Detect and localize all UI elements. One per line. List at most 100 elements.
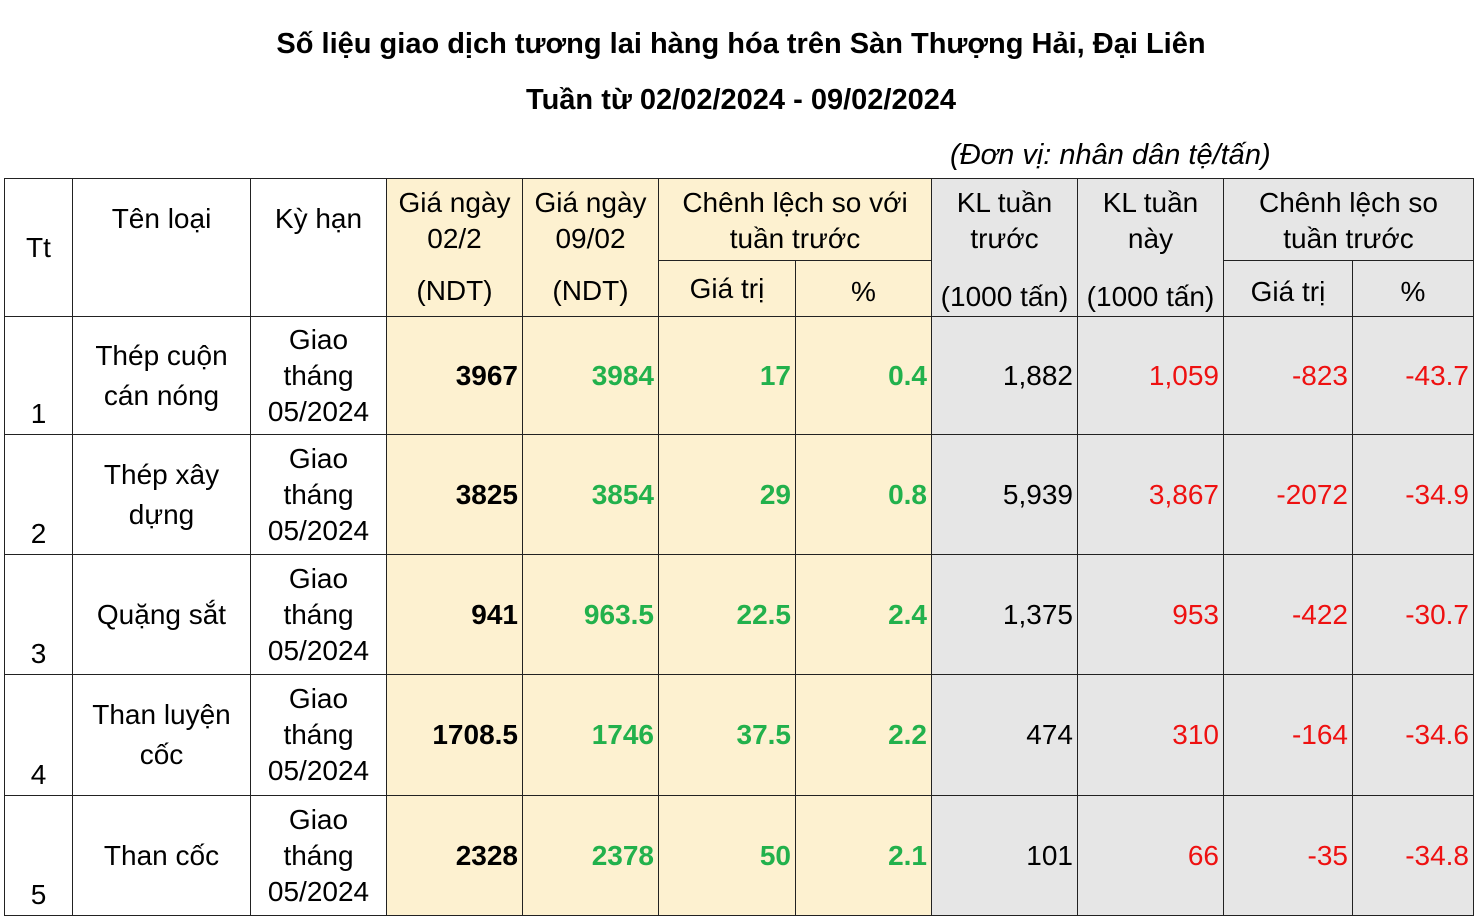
header-price-prev-line1: Giá ngày: [398, 187, 511, 218]
cell-vol-prev: 474: [931, 674, 1078, 796]
header-price-prev-line2: 02/2: [427, 223, 482, 254]
cell-diff-pct: 2.2: [795, 674, 932, 796]
name-line: dựng: [128, 498, 195, 530]
name-line: Thép xây: [103, 458, 220, 490]
header-vol-diff-line2: tuần trước: [1283, 223, 1414, 254]
cell-vol-diff: -2072: [1223, 434, 1353, 555]
name-line: cốc: [139, 739, 184, 770]
header-price-prev: Giá ngày 02/2 (NDT): [386, 178, 523, 317]
cell-vol-pct: -34.6: [1351, 674, 1475, 796]
cell-vol-cur: 66: [1077, 795, 1224, 916]
name-line: Quặng sắt: [96, 598, 227, 630]
cell-vol-prev: 101: [931, 795, 1078, 916]
header-vol-prev: KL tuần trước (1000 tấn): [931, 178, 1078, 317]
cell-diff-value: 17: [658, 316, 796, 435]
header-vol-prev-line2: trước: [970, 223, 1039, 254]
document-subtitle: Tuần từ 02/02/2024 - 09/02/2024: [526, 84, 956, 116]
header-diff-value: Giá trị: [658, 260, 796, 317]
term-line: 05/2024: [267, 514, 370, 546]
cell-tt: 2: [4, 434, 73, 555]
cell-diff-value: 22.5: [658, 554, 796, 675]
term-line: 05/2024: [267, 395, 370, 427]
header-vol-prev-line1: KL tuần: [956, 187, 1053, 218]
cell-term: Giao tháng 05/2024: [250, 434, 387, 555]
cell-price-prev: 3967: [386, 316, 523, 435]
header-vol-cur-unit: (1000 tấn): [1086, 281, 1215, 312]
cell-vol-cur: 953: [1077, 554, 1224, 675]
header-price-diff: Chênh lệch so với tuần trước: [658, 178, 932, 261]
cell-price-cur: 2378: [522, 795, 659, 916]
header-term: Kỳ hạn: [250, 178, 387, 317]
term-line: tháng: [283, 839, 354, 871]
cell-vol-pct: -30.7: [1351, 554, 1475, 675]
cell-vol-diff: -823: [1223, 316, 1353, 435]
cell-vol-prev: 5,939: [931, 434, 1078, 555]
cell-vol-diff: -35: [1223, 795, 1353, 916]
unit-note: (Đơn vị: nhân dân tệ/tấn): [950, 139, 1271, 171]
cell-name: Thép xây dựng: [72, 434, 251, 555]
term-line: 05/2024: [267, 634, 370, 666]
cell-vol-prev: 1,882: [931, 316, 1078, 435]
term-line: Giao: [288, 803, 349, 835]
header-vol-diff-pct: %: [1351, 260, 1475, 317]
cell-name: Than luyện cốc: [72, 674, 251, 796]
header-price-cur-line2: 09/02: [555, 223, 626, 254]
header-tt: Tt: [4, 178, 73, 317]
cell-diff-value: 29: [658, 434, 796, 555]
table-row: 5 Than cốc Giao tháng 05/2024 2328 2378 50…: [4, 795, 1475, 916]
header-name: Tên loại: [72, 178, 251, 317]
term-line: Giao: [288, 442, 349, 474]
cell-tt: 4: [4, 674, 73, 796]
cell-name: Than cốc: [72, 795, 251, 916]
cell-price-cur: 3854: [522, 434, 659, 555]
header-vol-prev-unit: (1000 tấn): [940, 281, 1069, 312]
cell-vol-cur: 310: [1077, 674, 1224, 796]
cell-vol-pct: -34.8: [1351, 795, 1475, 916]
header-price-cur: Giá ngày 09/02 (NDT): [522, 178, 659, 317]
header-diff-pct: %: [795, 260, 932, 317]
cell-price-cur: 1746: [522, 674, 659, 796]
cell-term: Giao tháng 05/2024: [250, 316, 387, 435]
cell-vol-cur: 3,867: [1077, 434, 1224, 555]
cell-vol-cur: 1,059: [1077, 316, 1224, 435]
cell-term: Giao tháng 05/2024: [250, 674, 387, 796]
document-title: Số liệu giao dịch tương lai hàng hóa trê…: [276, 28, 1206, 60]
cell-vol-diff: -164: [1223, 674, 1353, 796]
header-vol-cur-line1: KL tuần: [1102, 187, 1199, 218]
cell-name: Thép cuộn cán nóng: [72, 316, 251, 435]
header-price-diff-line2: tuần trước: [729, 223, 861, 254]
cell-tt: 3: [4, 554, 73, 675]
header-vol-cur: KL tuần này (1000 tấn): [1077, 178, 1224, 317]
cell-term: Giao tháng 05/2024: [250, 554, 387, 675]
cell-tt: 1: [4, 316, 73, 435]
term-line: tháng: [283, 719, 354, 750]
header-vol-diff: Chênh lệch so tuần trước: [1222, 178, 1475, 261]
cell-vol-pct: -43.7: [1351, 316, 1475, 435]
header-price-diff-line1: Chênh lệch so với: [682, 187, 908, 218]
cell-term: Giao tháng 05/2024: [250, 795, 387, 916]
term-line: Giao: [288, 683, 349, 714]
header-price-prev-unit: (NDT): [416, 275, 493, 306]
name-line: Than luyện: [92, 699, 231, 730]
table-row: 3 Quặng sắt Giao tháng 05/2024 941 963.5 2…: [4, 554, 1475, 675]
trading-table: Tt Tên loại Kỳ hạn Giá ngày 02/2 (NDT) G…: [4, 178, 1475, 916]
term-line: tháng: [283, 598, 354, 630]
term-line: 05/2024: [267, 755, 370, 786]
table-row: 4 Than luyện cốc Giao tháng 05/2024 1708.5 …: [4, 674, 1475, 796]
term-line: tháng: [283, 478, 354, 510]
cell-diff-pct: 0.8: [795, 434, 932, 555]
cell-price-prev: 1708.5: [386, 674, 523, 796]
cell-tt: 5: [4, 795, 73, 916]
cell-diff-pct: 0.4: [795, 316, 932, 435]
term-line: tháng: [283, 359, 354, 391]
table-row: 1 Thép cuộn cán nóng Giao tháng 05/2024 396…: [4, 316, 1475, 435]
term-line: Giao: [288, 323, 349, 355]
cell-vol-diff: -422: [1223, 554, 1353, 675]
cell-diff-value: 37.5: [658, 674, 796, 796]
header-price-cur-unit: (NDT): [552, 275, 629, 306]
header-price-cur-line1: Giá ngày: [534, 187, 647, 218]
header-vol-diff-line1: Chênh lệch so: [1259, 187, 1439, 218]
header-vol-cur-line2: này: [1127, 223, 1174, 254]
cell-price-prev: 3825: [386, 434, 523, 555]
cell-diff-pct: 2.4: [795, 554, 932, 675]
